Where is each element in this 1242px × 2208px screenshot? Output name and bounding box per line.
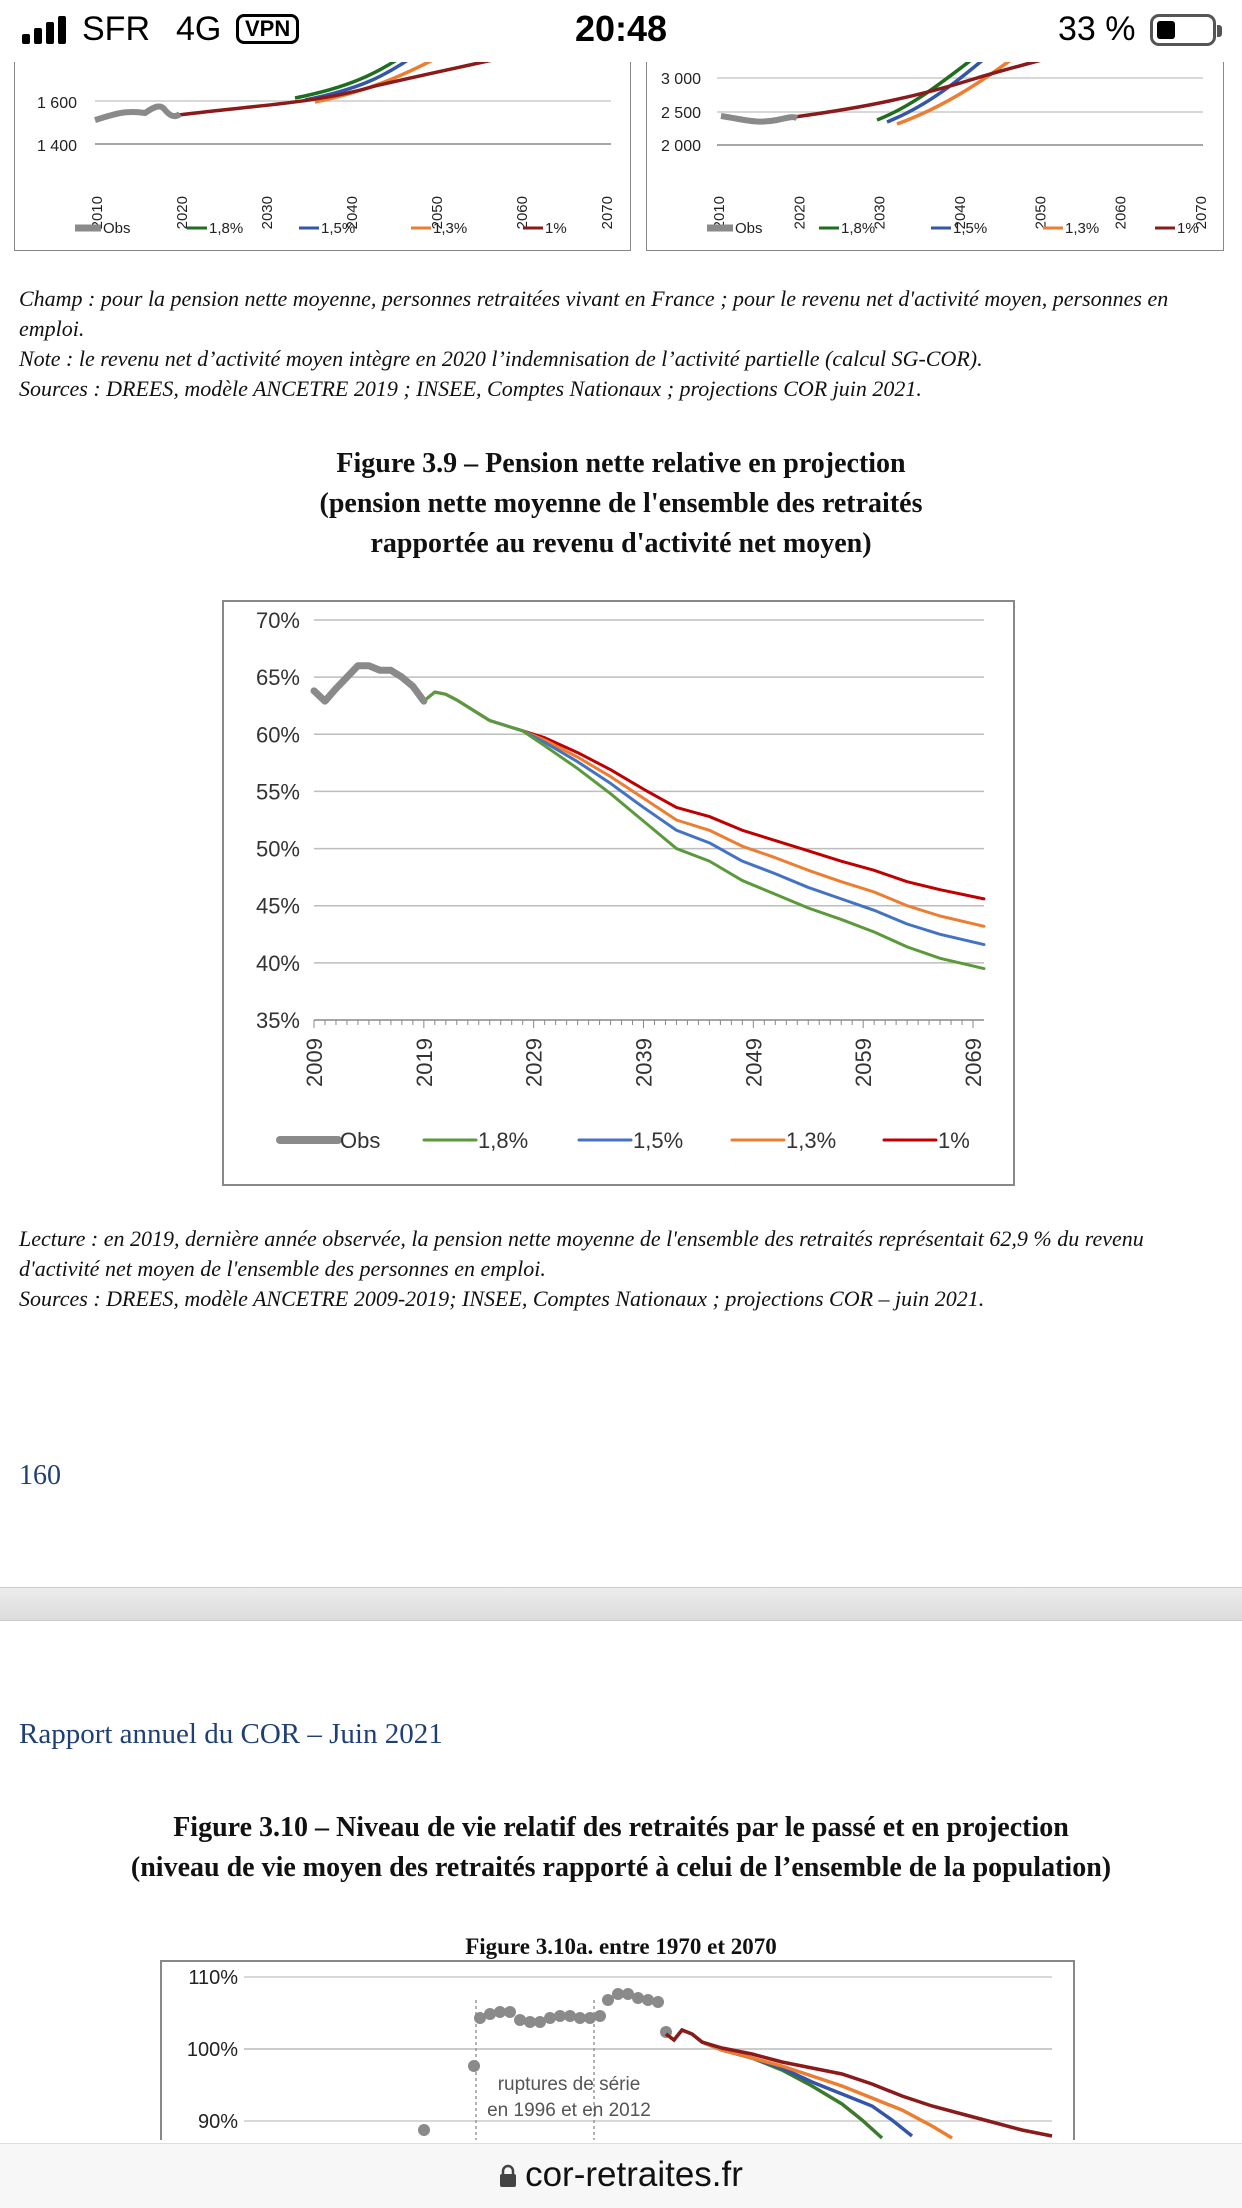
x-tick-label: 2059 [851, 1038, 876, 1087]
tr-y-tick: 2 500 [661, 105, 701, 122]
tr-x-tick: 2050 [1032, 196, 1049, 229]
lecture-notes: Lecture : en 2019, dernière année observ… [19, 1224, 1229, 1314]
vpn-badge: VPN [236, 14, 300, 44]
legend-label: 1,5% [953, 220, 987, 237]
y-tick-label: 70% [256, 608, 300, 633]
y-tick-label: 100% [187, 2039, 238, 2061]
battery-icon [1150, 14, 1222, 46]
y-tick-label: 45% [256, 894, 300, 919]
tl-x-tick: 2030 [259, 196, 276, 229]
figure-title-line3: rapportée au revenu d'activité net moyen… [370, 528, 872, 559]
lecture-text: Lecture : en 2019, dernière année observ… [19, 1226, 1144, 1281]
legend-label: 1% [545, 220, 567, 237]
tl-y-tick: 1 600 [37, 95, 77, 112]
x-tick-label: 2069 [961, 1038, 986, 1087]
legend-label: 1,8% [478, 1128, 528, 1153]
legend: Obs 1,8% 1,5% 1,3% 1% [707, 220, 1199, 237]
legend-label: 1,3% [433, 220, 467, 237]
legend: Obs 1,8% 1,5% 1,3% 1% [75, 220, 567, 237]
line-chart: 35% 40% 45% 50% 55% 60% 65% 70% 2009 2019 2029 2039… [256, 608, 986, 1153]
tl-x-tick: 2020 [174, 196, 191, 229]
y-tick-label: 55% [256, 779, 300, 804]
tr-x-tick: 2010 [711, 196, 728, 229]
report-header: Rapport annuel du COR – Juin 2021 [19, 1718, 443, 1750]
pension-relative-chart: 35% 40% 45% 50% 55% 60% 65% 70% 2009 2019 2029 2039… [222, 600, 1015, 1186]
figure-3-10-title-line2: (niveau de vie moyen des retraités rappo… [130, 1852, 1112, 1883]
tl-y-tick: 1 400 [37, 138, 77, 155]
niveau-de-vie-chart: 110% 100% 90% ruptures de série en 1996 … [160, 1960, 1075, 2140]
tr-x-tick: 2070 [1193, 196, 1210, 229]
y-tick-label: 60% [256, 722, 300, 747]
tl-x-tick: 2070 [599, 196, 616, 229]
legend-label: 1,3% [786, 1128, 836, 1153]
legend-label: Obs [735, 220, 763, 237]
tl-x-tick: 2050 [429, 196, 446, 229]
x-tick-label: 2049 [741, 1038, 766, 1087]
note-text: Note : le revenu net d’activité moyen in… [19, 346, 983, 371]
x-tick-label: 2029 [522, 1038, 547, 1087]
tr-y-tick: 2 000 [661, 138, 701, 155]
tl-x-tick: 2040 [344, 196, 361, 229]
figure-title: Figure 3.9 – Pension nette relative en p… [0, 444, 1242, 564]
tr-x-tick: 2040 [952, 196, 969, 229]
legend-label: Obs [340, 1128, 380, 1153]
champ-note: Champ : pour la pension nette moyenne, p… [19, 286, 1169, 341]
legend-label: Obs [103, 220, 131, 237]
x-tick-label: 2039 [632, 1038, 657, 1087]
legend-label: 1% [938, 1128, 970, 1153]
carrier-name: SFR [82, 10, 150, 48]
lock-icon [500, 2164, 517, 2187]
top-right-chart: 3 000 2 500 2 000 2010 2020 2030 2040 2050 20… [646, 48, 1224, 251]
y-tick-label: 50% [256, 837, 300, 862]
sources-note: Sources : DREES, modèle ANCETRE 2019 ; I… [19, 376, 922, 401]
tl-x-tick: 2060 [514, 196, 531, 229]
y-tick-label: 40% [256, 951, 300, 976]
x-tick-label: 2009 [302, 1038, 327, 1087]
chart-notes: Champ : pour la pension nette moyenne, p… [19, 284, 1229, 404]
battery-percentage: 33 % [1058, 10, 1136, 48]
figure-3-10a-subtitle: Figure 3.10a. entre 1970 et 2070 [465, 1934, 777, 1959]
series-line-18 [422, 690, 986, 971]
lecture-sources: Sources : DREES, modèle ANCETRE 2009-201… [19, 1286, 985, 1311]
legend-label: 1% [1177, 220, 1199, 237]
legend-label: 1,8% [841, 220, 875, 237]
address-bar[interactable]: cor-retraites.fr [0, 2143, 1242, 2208]
signal-strength-icon [22, 16, 66, 44]
y-tick-label: 90% [198, 2111, 238, 2133]
x-tick-label: 2019 [412, 1038, 437, 1087]
tl-x-tick: 2010 [89, 196, 106, 229]
series-line-Obs [310, 662, 428, 705]
legend-label: 1,5% [321, 220, 355, 237]
y-tick-label: 110% [188, 1967, 238, 1989]
series-line-15 [422, 690, 986, 947]
page-separator [0, 1587, 1242, 1621]
page-number: 160 [19, 1460, 61, 1491]
legend-label: 1,8% [209, 220, 243, 237]
network-type: 4G [176, 10, 222, 48]
obs-points [418, 1988, 672, 2136]
y-tick-label: 35% [256, 1008, 300, 1033]
tr-x-tick: 2060 [1113, 196, 1130, 229]
tr-x-tick: 2030 [872, 196, 889, 229]
figure-title-line1: Figure 3.9 – Pension nette relative en p… [336, 448, 906, 479]
rupture-annotation-line1: ruptures de série [498, 2074, 641, 2095]
url-text: cor-retraites.fr [525, 2155, 743, 2194]
legend-label: 1,5% [633, 1128, 683, 1153]
status-bar: SFR 4G VPN 20:48 33 % [0, 0, 1242, 62]
y-tick-label: 65% [256, 665, 300, 690]
tr-x-tick: 2020 [791, 196, 808, 229]
figure-title-line2: (pension nette moyenne de l'ensemble des… [319, 488, 923, 519]
figure-3-10-title-line1: Figure 3.10 – Niveau de vie relatif des … [173, 1812, 1069, 1843]
legend-label: 1,3% [1065, 220, 1099, 237]
clock: 20:48 [574, 8, 668, 49]
series-line-1 [422, 690, 986, 901]
figure-3-10-title: Figure 3.10 – Niveau de vie relatif des … [0, 1808, 1242, 1888]
top-left-chart: 1 600 1 400 2010 2020 2030 2040 2050 2060 2070… [14, 48, 631, 251]
rupture-annotation-line2: en 1996 et en 2012 [487, 2100, 651, 2121]
tr-y-tick: 3 000 [661, 71, 701, 88]
